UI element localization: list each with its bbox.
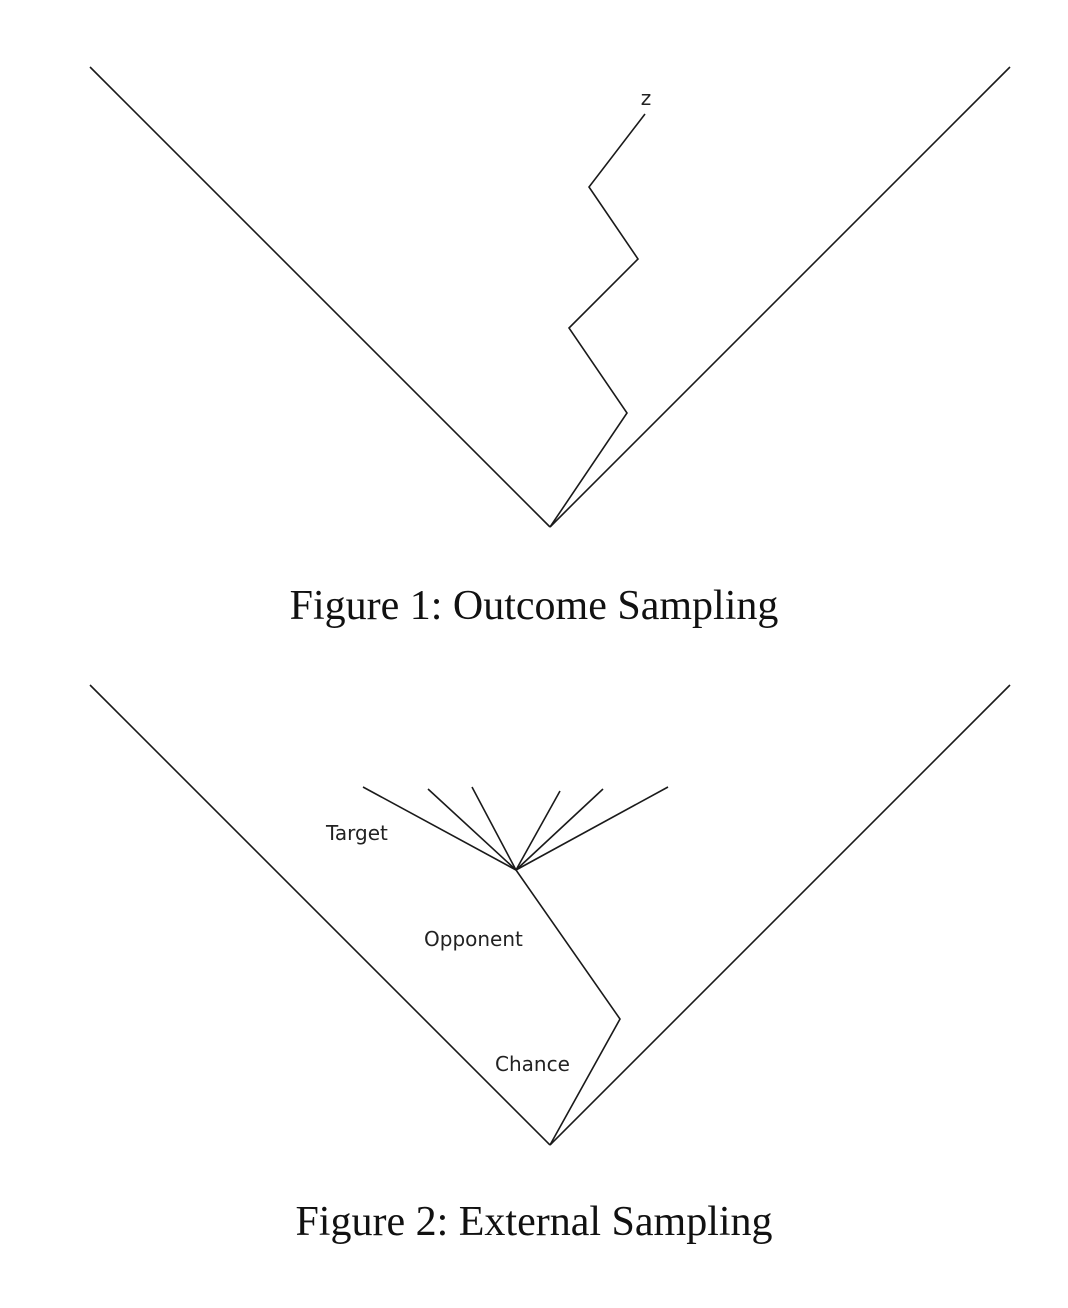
sampled-trajectory-path — [549, 113, 646, 528]
target-branch — [362, 786, 517, 871]
tree-right-boundary — [549, 66, 1011, 528]
tree-right-boundary — [549, 684, 1011, 1146]
target-branch — [515, 788, 604, 871]
figure1-caption: Figure 1: Outcome Sampling — [289, 583, 779, 629]
tree-left-boundary — [89, 684, 551, 1146]
target-branch — [427, 788, 517, 871]
external-sampling-tree: Target Opponent Chance — [89, 684, 1011, 1146]
target-branch — [471, 786, 517, 871]
target-label: Target — [325, 821, 388, 845]
opponent-label: Opponent — [424, 927, 523, 951]
terminal-node-label: z — [641, 86, 652, 110]
target-branch — [515, 790, 561, 871]
figure-external-sampling: Target Opponent Chance Figure 2: Externa… — [0, 640, 1068, 1308]
chance-label: Chance — [495, 1052, 570, 1076]
tree-left-boundary — [89, 66, 551, 528]
target-branches — [362, 786, 669, 871]
sampled-chance-opponent-path — [515, 869, 621, 1146]
target-branch — [515, 786, 669, 871]
figure2-caption: Figure 2: External Sampling — [295, 1199, 773, 1245]
figure-outcome-sampling: z Figure 1: Outcome Sampling — [0, 0, 1068, 640]
outcome-sampling-tree: z — [89, 66, 1011, 528]
